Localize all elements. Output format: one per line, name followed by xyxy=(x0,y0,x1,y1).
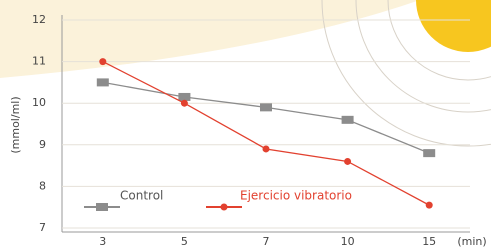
marker xyxy=(263,145,270,152)
sun xyxy=(416,0,491,52)
y-tick-label: 7 xyxy=(39,221,46,234)
legend-marker xyxy=(221,204,228,211)
chart: (mmol/ml) (min) 7 8 9 10 11 12 3 5 7 10 15 Control E… xyxy=(0,0,491,249)
x-axis-label: (min) xyxy=(457,235,486,248)
x-tick-label: 15 xyxy=(422,235,436,248)
y-tick-label: 11 xyxy=(32,55,46,68)
x-tick-label: 7 xyxy=(263,235,270,248)
x-tick-label: 3 xyxy=(99,235,106,248)
y-tick-label: 12 xyxy=(32,13,46,26)
legend-label: Control xyxy=(120,189,163,203)
x-tick-label: 5 xyxy=(181,235,188,248)
marker xyxy=(181,100,188,107)
marker xyxy=(260,103,272,111)
marker xyxy=(426,202,433,209)
marker xyxy=(99,58,106,65)
legend-marker xyxy=(96,203,108,211)
y-axis-label: (mmol/ml) xyxy=(9,96,22,153)
marker xyxy=(342,116,354,124)
y-tick-label: 8 xyxy=(39,179,46,192)
y-tick-label: 9 xyxy=(39,138,46,151)
x-tick-label: 10 xyxy=(341,235,355,248)
series-line xyxy=(103,82,429,153)
legend-label: Ejercicio vibratorio xyxy=(240,189,352,203)
marker xyxy=(97,78,109,86)
marker xyxy=(423,149,435,157)
y-tick-label: 10 xyxy=(32,96,46,109)
marker xyxy=(344,158,351,165)
